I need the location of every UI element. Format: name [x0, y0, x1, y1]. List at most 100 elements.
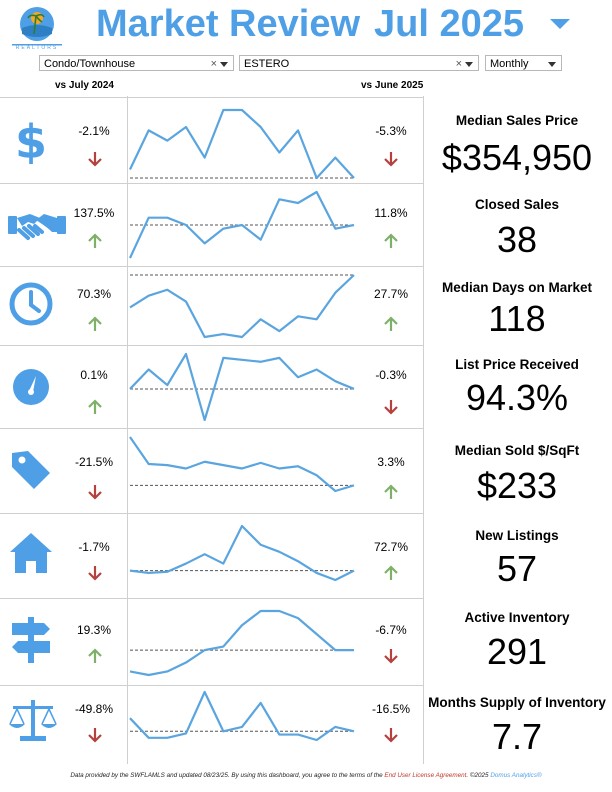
divider: [127, 96, 128, 764]
clear-icon[interactable]: ×: [210, 58, 217, 70]
divider: [0, 345, 423, 346]
right-compare-header: vs June 2025: [361, 80, 424, 91]
mom-change: 72.7%: [373, 540, 409, 554]
trend-line: [129, 524, 355, 582]
metric-value: 57: [496, 548, 538, 589]
trend-sparkline: [129, 524, 355, 582]
trend-line: [129, 190, 355, 259]
trend-line: [129, 690, 355, 742]
dollar-icon: $: [8, 115, 54, 169]
mom-change: -5.3%: [375, 124, 407, 138]
mom-change: -16.5%: [371, 702, 411, 716]
mom-change: 3.3%: [377, 455, 405, 469]
divider: [0, 97, 423, 98]
eula-link[interactable]: End User License Agreement: [384, 772, 467, 779]
yoy-change: -21.5%: [74, 455, 114, 469]
logo: REALTORS: [6, 4, 68, 52]
area-dropdown[interactable]: ESTERO ×: [239, 55, 479, 71]
metric-row-new-listings: -1.7% 72.7% New Listings 57: [0, 514, 612, 598]
metric-name: Months Supply of Inventory: [428, 695, 606, 710]
footer-text: Data provided by the SWFLAMLS and update…: [70, 772, 385, 779]
chevron-down-icon[interactable]: [548, 62, 556, 67]
arrow-down-icon: [382, 150, 400, 168]
divider: [0, 685, 423, 686]
trend-line: [129, 108, 355, 180]
page-title: Market Review Jul 2025: [96, 2, 524, 46]
metric-row-median-sales-price: $ -2.1% -5.3% Median Sales Price $354,95…: [0, 98, 612, 183]
arrow-down-icon: [382, 647, 400, 665]
area-value: ESTERO: [244, 58, 290, 70]
arrow-up-icon: [382, 315, 400, 333]
menu-caret-icon[interactable]: [548, 16, 572, 32]
clock-icon: [8, 281, 54, 327]
trend-sparkline: [129, 352, 355, 422]
price-tag-icon: [8, 447, 54, 493]
mom-change: 11.8%: [374, 206, 408, 220]
divider: [0, 428, 423, 429]
trend-sparkline: [129, 436, 355, 493]
chevron-down-icon[interactable]: [220, 62, 228, 67]
trend-sparkline: [129, 108, 355, 180]
trend-sparkline: [129, 274, 355, 339]
divider: [0, 183, 423, 184]
divider: [0, 598, 423, 599]
arrow-down-icon: [86, 564, 104, 582]
metric-name: Closed Sales: [474, 197, 560, 212]
divider: [0, 513, 423, 514]
metric-row-median-sold-per-sqft: -21.5% 3.3% Median Sold $/SqFt $233: [0, 429, 612, 513]
metric-value: 118: [488, 298, 546, 339]
trend-line: [129, 609, 354, 677]
metric-row-months-supply: -49.8% -16.5% Months Supply of Inventory…: [0, 686, 612, 766]
metric-name: List Price Received: [455, 357, 579, 372]
brand-link[interactable]: Domus Analytics®: [490, 772, 542, 779]
trend-sparkline: [129, 190, 355, 259]
clear-icon[interactable]: ×: [455, 58, 462, 70]
metric-value: 291: [486, 631, 548, 672]
arrow-down-icon: [86, 726, 104, 744]
scales-icon: [8, 698, 57, 744]
arrow-up-icon: [382, 232, 400, 250]
metric-value: 38: [496, 219, 538, 260]
metric-value: $233: [476, 465, 558, 506]
title-month: Jul 2025: [374, 3, 525, 45]
metric-name: Median Sold $/SqFt: [454, 443, 580, 458]
metric-row-closed-sales: 137.5% 11.8% Closed Sales 38: [0, 184, 612, 266]
handshake-icon: [8, 202, 66, 248]
metric-name: New Listings: [475, 528, 559, 543]
divider: [423, 96, 424, 764]
arrow-up-icon: [86, 232, 104, 250]
yoy-change: 0.1%: [80, 368, 108, 382]
arrow-up-icon: [382, 483, 400, 501]
arrow-up-icon: [382, 564, 400, 582]
metric-row-list-price-received: 0.1% -0.3% List Price Received 94.3%: [0, 346, 612, 428]
metric-name: Median Days on Market: [441, 280, 593, 295]
title-main: Market Review: [96, 3, 361, 45]
yoy-change: 70.3%: [76, 287, 112, 301]
house-icon: [8, 530, 54, 576]
period-value: Monthly: [490, 58, 529, 70]
chevron-down-icon[interactable]: [465, 62, 473, 67]
arrow-down-icon: [86, 150, 104, 168]
property-type-dropdown[interactable]: Condo/Townhouse ×: [39, 55, 234, 71]
mom-change: -0.3%: [375, 368, 407, 382]
yoy-change: 19.3%: [76, 623, 112, 637]
trend-line: [129, 274, 355, 339]
trend-line: [129, 352, 355, 422]
arrow-up-icon: [86, 398, 104, 416]
yoy-change: -49.8%: [74, 702, 114, 716]
period-dropdown[interactable]: Monthly: [485, 55, 562, 71]
metric-row-median-days-on-market: 70.3% 27.7% Median Days on Market 118: [0, 267, 612, 345]
arrow-up-icon: [86, 647, 104, 665]
trend-line: [129, 436, 355, 493]
trend-sparkline: [129, 690, 355, 742]
yoy-change: 137.5%: [73, 206, 115, 220]
metric-value: 7.7: [491, 716, 543, 757]
trend-sparkline: [129, 609, 354, 677]
property-type-value: Condo/Townhouse: [44, 58, 136, 70]
gauge-icon: [8, 364, 54, 410]
mom-change: 27.7%: [373, 287, 409, 301]
logo-text: REALTORS: [15, 45, 59, 51]
left-compare-header: vs July 2024: [55, 80, 114, 91]
arrow-down-icon: [86, 483, 104, 501]
metric-name: Median Sales Price: [455, 113, 579, 128]
